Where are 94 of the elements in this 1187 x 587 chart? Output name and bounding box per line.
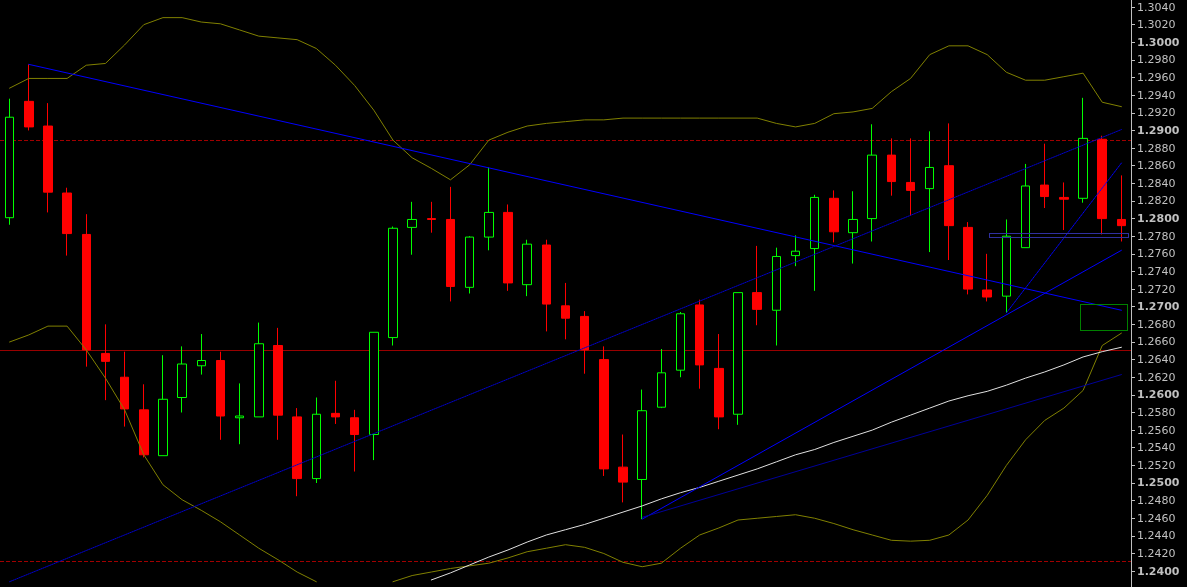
candlestick bbox=[906, 137, 915, 217]
y-tick-label: 1.2780 bbox=[1137, 229, 1176, 243]
candlestick bbox=[503, 203, 513, 292]
candlestick bbox=[1002, 218, 1011, 314]
candlestick bbox=[465, 235, 474, 294]
candlestick bbox=[273, 327, 283, 441]
candlestick bbox=[752, 245, 762, 326]
candlestick bbox=[1097, 135, 1107, 235]
candlestick bbox=[791, 234, 800, 267]
y-tick-label: 1.2820 bbox=[1137, 194, 1176, 208]
y-tick-label: 1.2480 bbox=[1137, 494, 1176, 508]
line-series bbox=[9, 17, 1122, 181]
candlestick bbox=[676, 311, 685, 378]
candlestick bbox=[139, 383, 149, 458]
candlestick bbox=[82, 213, 91, 368]
y-tick-label: 1.2720 bbox=[1137, 282, 1176, 296]
candlestick bbox=[829, 189, 839, 243]
y-tick-label: 1.3020 bbox=[1137, 18, 1176, 32]
candlestick bbox=[158, 354, 168, 457]
candlestick bbox=[772, 247, 781, 346]
line-series bbox=[9, 325, 317, 583]
candlestick bbox=[254, 322, 264, 418]
candlestick bbox=[24, 63, 34, 131]
y-tick-label: 1.2420 bbox=[1137, 547, 1176, 561]
y-tick-label: 1.2600 bbox=[1137, 388, 1180, 402]
candlestick bbox=[848, 190, 858, 265]
candlestick bbox=[197, 333, 206, 376]
candlestick bbox=[637, 389, 647, 520]
candlestick bbox=[101, 323, 110, 401]
y-tick-label: 1.2960 bbox=[1137, 71, 1176, 85]
candlestick bbox=[331, 380, 340, 425]
candlestick bbox=[1059, 181, 1069, 231]
candlestick bbox=[867, 123, 877, 242]
candlestick bbox=[446, 186, 455, 302]
y-tick-label: 1.3000 bbox=[1137, 35, 1180, 49]
candlestick bbox=[1078, 97, 1088, 204]
candlestick bbox=[43, 102, 53, 213]
y-tick-label: 1.2740 bbox=[1137, 264, 1176, 278]
y-tick-label: 1.2520 bbox=[1137, 458, 1176, 472]
y-tick-label: 1.2620 bbox=[1137, 370, 1176, 384]
candlestick bbox=[1040, 143, 1049, 209]
candlestick bbox=[657, 348, 666, 409]
candlestick bbox=[599, 345, 609, 477]
candlestick bbox=[925, 130, 934, 253]
candlestick bbox=[427, 201, 436, 234]
y-tick-label: 1.2440 bbox=[1137, 529, 1176, 543]
candlestick bbox=[5, 98, 14, 226]
candlestick bbox=[216, 351, 225, 441]
candlestick bbox=[1117, 174, 1126, 242]
candlestick bbox=[561, 282, 570, 340]
y-tick-label: 1.2540 bbox=[1137, 441, 1176, 455]
candlestick bbox=[944, 122, 954, 261]
y-tick-label: 1.2500 bbox=[1137, 476, 1180, 490]
candlestick bbox=[407, 201, 417, 256]
candlestick bbox=[887, 137, 896, 197]
y-tick-label: 1.2460 bbox=[1137, 511, 1176, 525]
y-tick-label: 1.2920 bbox=[1137, 106, 1176, 120]
y-tick-label: 1.2980 bbox=[1137, 53, 1176, 67]
candlestick bbox=[62, 187, 72, 257]
candlestick bbox=[618, 434, 628, 503]
candlestick bbox=[695, 299, 704, 390]
y-tick-label: 1.2900 bbox=[1137, 123, 1180, 137]
candlestick bbox=[714, 333, 724, 430]
candlestick bbox=[1021, 163, 1030, 249]
candlestick bbox=[177, 345, 187, 413]
y-tick-label: 1.3040 bbox=[1137, 0, 1176, 14]
y-tick-label: 1.2640 bbox=[1137, 353, 1176, 367]
candlestick bbox=[522, 239, 532, 297]
candlestick bbox=[120, 351, 129, 428]
y-tick-label: 1.2580 bbox=[1137, 405, 1176, 419]
candlestick bbox=[484, 166, 494, 251]
candlestick bbox=[312, 397, 321, 484]
y-tick-label: 1.2400 bbox=[1137, 564, 1180, 578]
y-tick-label: 1.2700 bbox=[1137, 300, 1180, 314]
candlestick bbox=[388, 226, 398, 346]
y-tick-label: 1.2940 bbox=[1137, 88, 1176, 102]
y-tick-label: 1.2680 bbox=[1137, 317, 1176, 331]
candlestick bbox=[580, 310, 589, 375]
candlestick bbox=[292, 407, 302, 497]
candlestick bbox=[733, 292, 743, 426]
candlestick bbox=[963, 221, 973, 295]
candlestick bbox=[235, 382, 244, 445]
candlestick bbox=[810, 194, 819, 292]
y-tick-label: 1.2800 bbox=[1137, 212, 1180, 226]
candlestick bbox=[542, 239, 551, 332]
y-tick-label: 1.2880 bbox=[1137, 141, 1176, 155]
candlestick bbox=[350, 409, 359, 473]
y-tick-label: 1.2760 bbox=[1137, 247, 1176, 261]
candlestick bbox=[982, 253, 992, 302]
y-tick-label: 1.2860 bbox=[1137, 159, 1176, 173]
y-tick-label: 1.2840 bbox=[1137, 176, 1176, 190]
y-tick-label: 1.2560 bbox=[1137, 423, 1176, 437]
y-tick-label: 1.2660 bbox=[1137, 335, 1176, 349]
candlestick bbox=[369, 331, 379, 461]
